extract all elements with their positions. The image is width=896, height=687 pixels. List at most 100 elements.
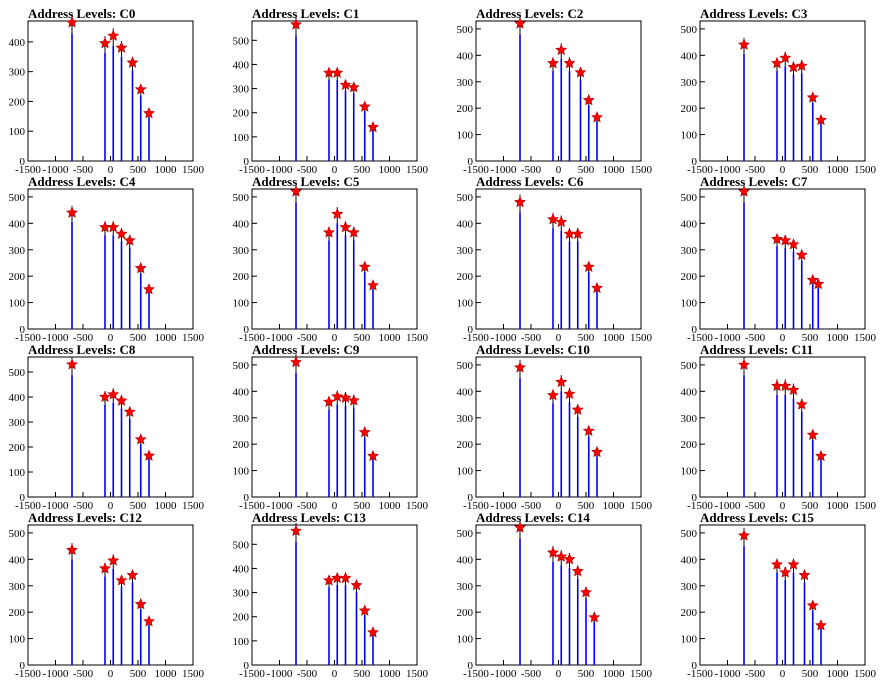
x-tick-label: 1500: [854, 332, 877, 344]
y-tick-label: 300: [233, 245, 250, 257]
chart-title: Address Levels: C1: [252, 6, 359, 21]
y-tick-label: 100: [9, 634, 26, 646]
peak-marker: [582, 93, 595, 106]
y-tick-label: 400: [457, 50, 474, 62]
y-tick-label: 0: [692, 492, 698, 504]
peak-marker: [738, 185, 750, 197]
x-tick-label: 0: [556, 164, 562, 176]
plot-frame: [27, 20, 194, 162]
x-tick-label: -1500: [463, 500, 489, 512]
x-tick-label: 0: [108, 164, 114, 176]
x-tick-label: -1000: [491, 164, 517, 176]
y-tick-label: 200: [233, 439, 250, 451]
y-tick-label: 100: [681, 466, 698, 478]
x-tick-label: -500: [745, 332, 766, 344]
peak-marker: [339, 391, 352, 404]
peak-marker: [779, 566, 792, 578]
peak-marker: [563, 387, 576, 400]
x-tick-label: -500: [73, 668, 94, 680]
plot-frame: [475, 356, 642, 498]
x-tick-label: -500: [521, 668, 542, 680]
y-tick-label: 100: [457, 298, 474, 310]
y-tick-label: 100: [233, 298, 250, 310]
x-tick-label: -500: [73, 164, 94, 176]
chart-title: Address Levels: C11: [700, 342, 813, 357]
peak-marker: [738, 529, 750, 541]
x-tick-label: 500: [354, 332, 371, 344]
x-tick-label: 1500: [182, 668, 205, 680]
x-tick-label: -1500: [463, 668, 489, 680]
peak-marker: [134, 83, 147, 95]
chart-panel: Address Levels: C4 100 200 300 400 500 0 -1500-…: [0, 173, 205, 351]
peak-marker: [806, 91, 819, 103]
y-tick-label: 0: [244, 660, 250, 672]
chart-panel: Address Levels: C10 100 200 300 400 500 0 -1500…: [448, 341, 653, 519]
peak-marker: [143, 449, 155, 461]
x-tick-label: 1000: [827, 500, 850, 512]
y-tick-label: 0: [20, 156, 26, 168]
y-tick-label: 500: [681, 528, 698, 540]
x-tick-label: 1500: [630, 164, 653, 176]
y-tick-label: 200: [457, 271, 474, 283]
x-tick-label: -1500: [687, 332, 713, 344]
plot-frame: [251, 524, 418, 666]
x-tick-label: -500: [73, 500, 94, 512]
x-tick-label: -1500: [687, 164, 713, 176]
plot-frame: [251, 356, 418, 498]
peak-marker: [99, 562, 111, 574]
x-tick-label: 500: [130, 668, 147, 680]
peak-marker: [514, 521, 526, 533]
peak-marker: [563, 57, 576, 69]
y-tick-label: 100: [681, 298, 698, 310]
y-tick-label: 200: [681, 439, 698, 451]
peak-marker: [143, 283, 155, 295]
y-tick-label: 100: [233, 132, 250, 144]
peak-marker: [591, 445, 603, 458]
peak-marker: [367, 279, 379, 291]
x-tick-label: 1000: [379, 164, 402, 176]
peak-marker: [290, 18, 302, 30]
peak-marker: [134, 433, 147, 445]
peak-marker: [66, 543, 78, 556]
chart-panel: Address Levels: C3 100 200 300 400 500 0 -1500-…: [672, 5, 877, 183]
y-tick-label: 500: [681, 360, 698, 372]
x-tick-label: 0: [332, 668, 338, 680]
peak-marker: [134, 261, 147, 274]
y-tick-label: 0: [692, 324, 698, 336]
y-tick-label: 0: [20, 492, 26, 504]
peak-marker: [806, 428, 819, 441]
x-tick-label: 1000: [379, 332, 402, 344]
x-tick-label: 0: [780, 332, 786, 344]
x-tick-label: -1000: [267, 332, 293, 344]
y-tick-label: 200: [457, 103, 474, 115]
y-tick-label: 200: [457, 607, 474, 619]
chart-svg: Address Levels: C41002003004005000-1500-…: [9, 174, 205, 344]
y-tick-label: 400: [9, 218, 26, 230]
y-tick-label: 0: [20, 660, 26, 672]
y-tick-label: 200: [681, 271, 698, 283]
x-tick-label: -1000: [43, 164, 69, 176]
y-tick-label: 300: [681, 245, 698, 257]
x-tick-label: 0: [556, 500, 562, 512]
y-tick-label: 300: [457, 581, 474, 593]
peak-marker: [107, 221, 120, 233]
plot-frame: [251, 188, 418, 330]
x-tick-label: -500: [297, 500, 318, 512]
peak-marker: [350, 579, 363, 591]
y-tick-label: 300: [9, 581, 26, 593]
chart-panel: Address Levels: C5 100 200 300 400 500 0 -1500-…: [224, 173, 429, 351]
peak-marker: [795, 59, 808, 72]
x-tick-label: 0: [108, 332, 114, 344]
peak-marker: [323, 395, 335, 408]
peak-marker: [99, 390, 111, 403]
y-tick-label: 300: [457, 413, 474, 425]
peak-marker: [547, 389, 559, 401]
peak-marker: [555, 215, 568, 228]
peak-marker: [582, 260, 595, 273]
chart-title: Address Levels: C14: [476, 510, 590, 525]
peak-marker: [779, 234, 792, 246]
x-tick-label: -1000: [491, 332, 517, 344]
peak-marker: [358, 426, 371, 438]
chart-svg: Address Levels: C91002003004005000-1500-…: [233, 342, 429, 512]
peak-marker: [66, 358, 78, 370]
